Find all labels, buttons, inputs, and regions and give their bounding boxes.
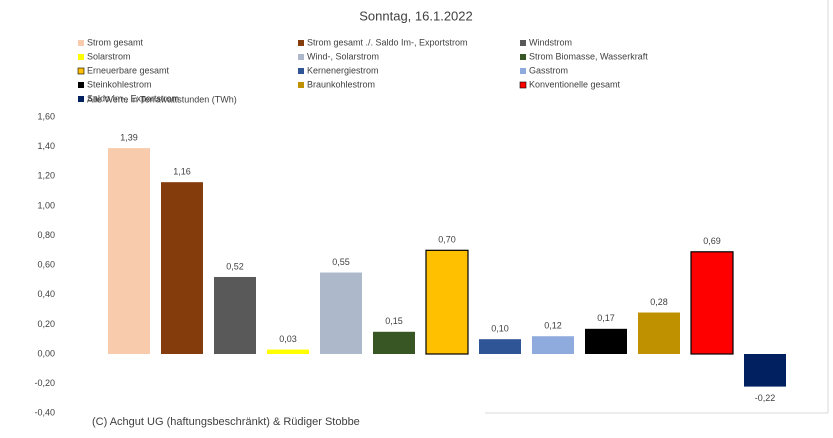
data-label: 0,70 <box>438 235 456 245</box>
data-label: 0,12 <box>544 321 562 331</box>
y-tick-label: 0,00 <box>37 348 55 358</box>
bar <box>214 276 256 354</box>
chart-title: Sonntag, 16.1.2022 <box>359 8 473 23</box>
legend-swatch <box>298 54 304 60</box>
bar <box>373 331 415 354</box>
data-label: -0,22 <box>755 393 776 403</box>
y-tick-label: -0,20 <box>34 378 55 388</box>
legend-swatch <box>78 54 84 60</box>
legend-label: Konventionelle gesamt <box>529 79 621 89</box>
data-label: 0,15 <box>385 316 403 326</box>
y-tick-label: 0,80 <box>37 230 55 240</box>
data-label: 1,16 <box>173 167 191 177</box>
data-label: 1,39 <box>120 132 138 142</box>
bar <box>320 272 362 354</box>
bar <box>108 148 150 354</box>
legend-swatch <box>78 96 84 102</box>
legend-label: Strom Biomasse, Wasserkraft <box>529 51 648 61</box>
footer: (C) Achgut UG (haftungsbeschränkt) & Rüd… <box>92 416 360 428</box>
bar <box>425 249 469 355</box>
y-tick-label: 1,20 <box>37 171 55 181</box>
legend-label: Gasstrom <box>529 65 568 75</box>
y-tick-label: 0,20 <box>37 319 55 329</box>
legend-label: Kernenergiestrom <box>307 65 379 75</box>
legend-label: Braunkohlestrom <box>307 79 375 89</box>
legend-swatch <box>298 68 304 74</box>
legend-label: Strom gesamt ./. Saldo Im-, Exportstrom <box>307 37 468 47</box>
note: Alle Werte in Terrawattstunden (TWh) <box>87 94 237 104</box>
legend-label: Solarstrom <box>87 51 131 61</box>
y-tick-label: 0,60 <box>37 260 55 270</box>
data-label: 0,03 <box>279 334 297 344</box>
y-tick-label: 1,60 <box>37 111 55 121</box>
legend-swatch <box>298 82 304 88</box>
bar <box>585 328 627 354</box>
y-tick-label: 1,40 <box>37 141 55 151</box>
legend-swatch <box>78 82 84 88</box>
legend-swatch <box>298 40 304 46</box>
legend-label: Erneuerbare gesamt <box>87 65 170 75</box>
data-label: 0,10 <box>491 324 509 334</box>
bar <box>744 354 786 387</box>
bar <box>161 182 203 354</box>
legend-label: Saldo Im-, Exportstrom <box>87 93 179 103</box>
data-label: 0,69 <box>703 236 721 246</box>
data-label: 0,55 <box>332 257 350 267</box>
bar <box>638 312 680 354</box>
data-label: 0,52 <box>226 261 244 271</box>
legend-swatch <box>520 68 526 74</box>
legend-swatch <box>520 40 526 46</box>
legend-swatch <box>519 81 527 89</box>
legend-swatch <box>520 54 526 60</box>
bar <box>267 349 309 354</box>
y-tick-label: -0,40 <box>34 408 55 418</box>
y-tick-label: 0,40 <box>37 289 55 299</box>
legend-label: Wind-, Solarstrom <box>307 51 379 61</box>
footer-box <box>74 412 374 432</box>
legend-swatch <box>77 67 85 75</box>
bar <box>532 336 574 354</box>
legend-label: Windstrom <box>529 37 572 47</box>
data-label: 0,17 <box>597 313 615 323</box>
legend-swatch <box>78 40 84 46</box>
bar <box>690 251 734 355</box>
data-label: 0,28 <box>650 297 668 307</box>
legend-label: Strom gesamt <box>87 37 144 47</box>
legend-label: Steinkohlestrom <box>87 79 152 89</box>
bar <box>479 339 521 354</box>
y-tick-label: 1,00 <box>37 200 55 210</box>
